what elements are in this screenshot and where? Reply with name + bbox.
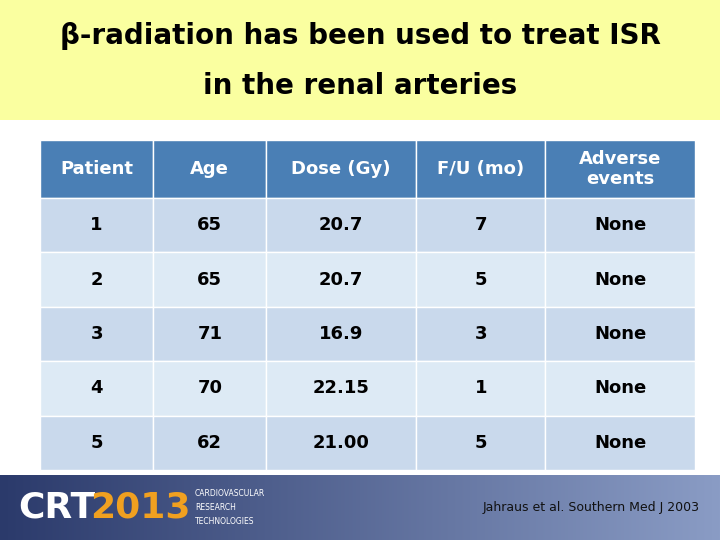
Bar bbox=[40, 198, 153, 252]
Text: F/U (mo): F/U (mo) bbox=[437, 160, 524, 178]
Text: 21.00: 21.00 bbox=[312, 434, 369, 452]
Bar bbox=[546, 140, 695, 198]
Bar bbox=[40, 416, 153, 470]
Text: 2013: 2013 bbox=[90, 490, 191, 524]
Text: 22.15: 22.15 bbox=[312, 380, 369, 397]
Bar bbox=[153, 252, 266, 307]
Bar bbox=[153, 140, 266, 198]
Text: 3: 3 bbox=[474, 325, 487, 343]
Bar bbox=[266, 416, 416, 470]
Text: None: None bbox=[594, 271, 647, 288]
Text: None: None bbox=[594, 434, 647, 452]
Bar bbox=[40, 140, 153, 198]
Bar bbox=[416, 361, 546, 416]
Text: in the renal arteries: in the renal arteries bbox=[203, 72, 517, 100]
Text: Patient: Patient bbox=[60, 160, 133, 178]
Bar bbox=[0, 475, 720, 540]
Bar bbox=[266, 140, 416, 198]
Text: CARDIOVASCULAR
RESEARCH
TECHNOLOGIES: CARDIOVASCULAR RESEARCH TECHNOLOGIES bbox=[195, 489, 265, 526]
Text: None: None bbox=[594, 380, 647, 397]
Text: β-radiation has been used to treat ISR: β-radiation has been used to treat ISR bbox=[60, 22, 660, 50]
Text: 1: 1 bbox=[90, 216, 103, 234]
Bar bbox=[546, 361, 695, 416]
Text: 2: 2 bbox=[90, 271, 103, 288]
Bar bbox=[416, 416, 546, 470]
Text: 5: 5 bbox=[90, 434, 103, 452]
Bar bbox=[40, 307, 153, 361]
Bar bbox=[40, 252, 153, 307]
Bar bbox=[153, 361, 266, 416]
Bar bbox=[546, 416, 695, 470]
Bar bbox=[546, 307, 695, 361]
Bar bbox=[546, 252, 695, 307]
Bar bbox=[416, 140, 546, 198]
Bar bbox=[266, 307, 416, 361]
Text: 70: 70 bbox=[197, 380, 222, 397]
Bar bbox=[153, 416, 266, 470]
Bar bbox=[153, 198, 266, 252]
Text: 5: 5 bbox=[474, 271, 487, 288]
Bar bbox=[266, 252, 416, 307]
Text: 5: 5 bbox=[474, 434, 487, 452]
Bar bbox=[40, 361, 153, 416]
Bar bbox=[416, 307, 546, 361]
Text: 4: 4 bbox=[90, 380, 103, 397]
Text: 65: 65 bbox=[197, 216, 222, 234]
Bar bbox=[416, 252, 546, 307]
Text: 3: 3 bbox=[90, 325, 103, 343]
Text: 71: 71 bbox=[197, 325, 222, 343]
Text: 16.9: 16.9 bbox=[319, 325, 364, 343]
Text: Jahraus et al. Southern Med J 2003: Jahraus et al. Southern Med J 2003 bbox=[483, 501, 700, 514]
Text: CRT: CRT bbox=[18, 490, 95, 524]
Bar bbox=[266, 361, 416, 416]
Text: None: None bbox=[594, 325, 647, 343]
Text: 20.7: 20.7 bbox=[319, 271, 364, 288]
Bar bbox=[266, 198, 416, 252]
Text: 20.7: 20.7 bbox=[319, 216, 364, 234]
Text: 62: 62 bbox=[197, 434, 222, 452]
Text: Adverse
events: Adverse events bbox=[579, 150, 662, 188]
Text: Age: Age bbox=[190, 160, 229, 178]
Text: 65: 65 bbox=[197, 271, 222, 288]
Text: None: None bbox=[594, 216, 647, 234]
Bar bbox=[546, 198, 695, 252]
Bar bbox=[416, 198, 546, 252]
Text: Dose (Gy): Dose (Gy) bbox=[292, 160, 391, 178]
Text: 1: 1 bbox=[474, 380, 487, 397]
Bar bbox=[0, 0, 720, 120]
Text: 7: 7 bbox=[474, 216, 487, 234]
Bar bbox=[153, 307, 266, 361]
